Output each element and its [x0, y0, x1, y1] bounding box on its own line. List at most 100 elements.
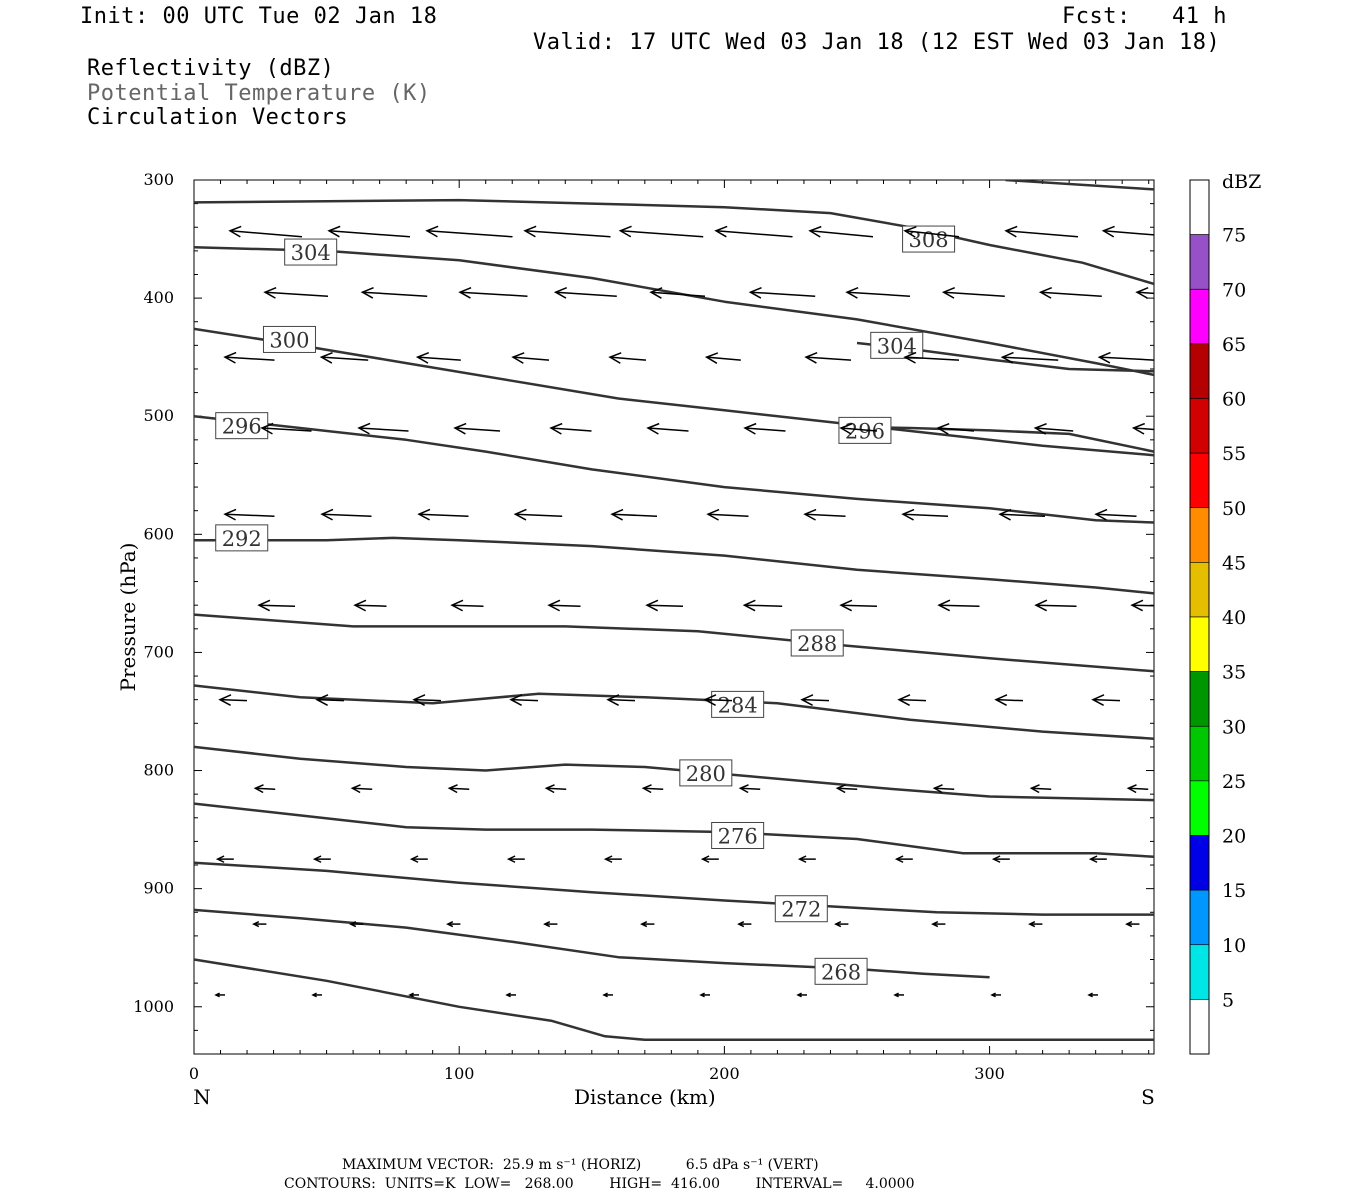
circulation-vector-head — [901, 508, 915, 521]
vector-group — [214, 225, 1154, 998]
circulation-vector-head — [845, 286, 859, 299]
circulation-vector — [607, 698, 636, 702]
colorbar-tick-label: 20 — [1222, 826, 1246, 848]
circulation-vector-head — [1125, 920, 1133, 928]
y-tick-label: 600 — [143, 524, 174, 543]
colorbar-tick-label: 25 — [1222, 771, 1246, 793]
circulation-vector — [715, 230, 793, 238]
circulation-vector-head — [415, 352, 430, 364]
circulation-vector — [548, 604, 581, 607]
circulation-vector — [937, 427, 975, 432]
circulation-vector-head — [1028, 920, 1036, 928]
circulation-vector-head — [513, 508, 527, 521]
y-tick-label: 300 — [143, 170, 174, 189]
contour-label: 280 — [686, 762, 726, 786]
circulation-vector-head — [214, 992, 220, 998]
colorbar-swatch — [1189, 234, 1210, 290]
contour-label-box — [215, 524, 269, 552]
circulation-vector-head — [608, 352, 622, 364]
circulation-vector-head — [1126, 784, 1137, 794]
circulation-vector — [512, 356, 550, 361]
circulation-vector-head — [446, 920, 454, 928]
circulation-vector-head — [1088, 855, 1098, 863]
circulation-vector — [846, 291, 911, 297]
colorbar-unit-label: dBZ — [1222, 171, 1261, 193]
contour-label-box — [284, 238, 338, 266]
contour-label: 300 — [269, 328, 309, 352]
cross-section-chart: 0 100 200 300 300 400 500 600 700 800 900 1000 Dista… — [116, 170, 1261, 1109]
circulation-vector-head — [505, 992, 511, 998]
colorbar-swatch — [1189, 452, 1210, 509]
circulation-vector — [426, 230, 513, 238]
circulation-vector — [804, 513, 846, 517]
circulation-vector — [1005, 230, 1079, 238]
circulation-vector — [1136, 291, 1154, 295]
colorbar-tick-label: 5 — [1222, 989, 1234, 1011]
contour-label-box — [902, 225, 956, 253]
circulation-vector-head — [447, 784, 458, 794]
colorbar-swatch — [1189, 725, 1210, 782]
y-tick-label: 400 — [143, 288, 174, 307]
colorbar-swatch — [1189, 780, 1210, 836]
circulation-vector-head — [253, 784, 264, 794]
y-tick-label: 900 — [143, 879, 174, 898]
colorbar-tick-label: 50 — [1222, 498, 1246, 520]
circulation-vector-head — [603, 855, 613, 863]
theta-contour-308 — [1005, 180, 1154, 191]
colorbar-swatch — [1189, 562, 1210, 618]
colorbar-tick-label: 75 — [1222, 225, 1246, 247]
circulation-vector — [801, 698, 830, 702]
circulation-vector — [744, 427, 786, 432]
theta-contour-284 — [194, 684, 1154, 740]
colorbar-swatch — [1189, 889, 1210, 946]
circulation-vector-head — [800, 694, 814, 706]
contour-label-box — [215, 412, 269, 440]
theta-contour-280 — [194, 745, 1154, 802]
circulation-vector-head — [506, 855, 516, 863]
contour-info: CONTOURS: UNITS=K LOW= 268.00 HIGH= 416.… — [284, 1176, 915, 1192]
circulation-vector-head — [738, 784, 749, 794]
circulation-vector-head — [834, 920, 842, 928]
circulation-vector-head — [941, 287, 956, 299]
circulation-vector-head — [839, 423, 853, 435]
circulation-vector-head — [1004, 225, 1018, 238]
circulation-vector-head — [897, 694, 911, 706]
y-tick-label: 700 — [143, 642, 174, 661]
circulation-vector-head — [417, 508, 431, 521]
circulation-vector — [904, 356, 960, 361]
colorbar-tick-label: 70 — [1222, 279, 1246, 301]
circulation-vector — [902, 513, 949, 517]
circulation-vector — [362, 291, 428, 297]
circulation-vector-head — [602, 992, 608, 998]
circulation-vector-head — [649, 287, 663, 299]
circulation-vector-head — [458, 286, 472, 299]
circulation-vector-head — [1097, 351, 1111, 364]
x-tick-label: 0 — [189, 1064, 199, 1083]
circulation-vector-head — [835, 784, 846, 794]
circulation-vector-head — [349, 920, 357, 928]
circulation-vector-head — [228, 225, 242, 238]
circulation-vector-head — [409, 855, 419, 863]
circulation-vector — [809, 230, 874, 238]
circulation-vector-head — [1029, 784, 1040, 794]
circulation-vector-head — [543, 920, 551, 928]
circulation-vector-head — [893, 992, 899, 998]
x-axis-title: Distance (km) — [574, 1085, 716, 1109]
theta-contour-296 — [194, 414, 1154, 524]
circulation-vector — [1031, 787, 1052, 791]
circulation-vector-head — [350, 784, 361, 794]
circulation-vector — [805, 356, 852, 361]
circulation-vector-head — [797, 855, 807, 863]
circulation-vector — [352, 787, 373, 791]
colorbar-tick-label: 60 — [1222, 389, 1246, 411]
north-label: N — [193, 1085, 211, 1109]
colorbar-tick-label: 65 — [1222, 334, 1246, 356]
colorbar-swatch — [1189, 398, 1210, 454]
colorbar-swatch — [1189, 944, 1210, 1000]
circulation-vector — [1095, 513, 1137, 517]
circulation-vector-head — [425, 225, 439, 238]
circulation-vector-head — [1131, 422, 1146, 435]
circulation-vector — [224, 356, 275, 361]
circulation-vector-head — [931, 920, 939, 928]
contour-label-box — [790, 629, 844, 657]
